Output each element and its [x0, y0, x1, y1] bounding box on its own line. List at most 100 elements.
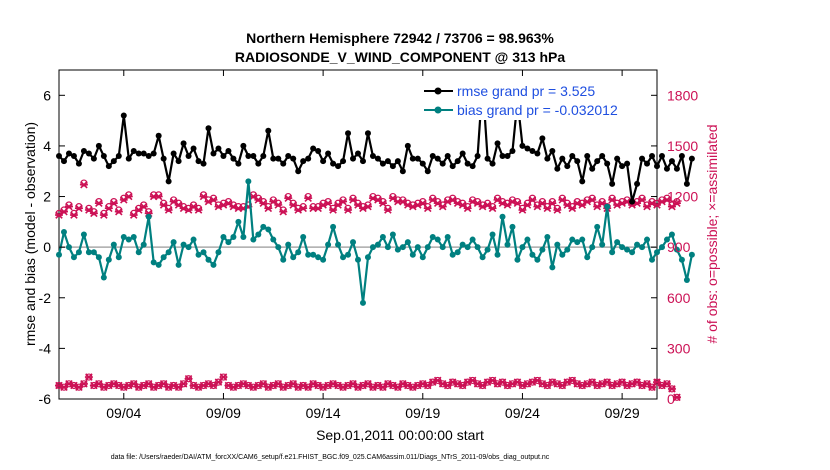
rmse-point-118: [644, 160, 651, 167]
bias-point-48: [295, 249, 302, 256]
rmse-point-125: [678, 153, 685, 160]
bias-point-117: [639, 244, 646, 251]
rmse-point-51: [310, 145, 317, 152]
obs-possible-point-12: [115, 206, 123, 214]
bias-point-113: [619, 244, 626, 251]
bias-point-97: [539, 246, 546, 253]
rmse-point-91: [509, 147, 516, 154]
obs-possible-point-73: [419, 198, 427, 206]
bias-point-6: [85, 249, 92, 256]
bias-point-109: [599, 241, 606, 248]
obs-assimilated-point-22: [164, 206, 173, 214]
bias-point-118: [644, 236, 651, 243]
bias-point-14: [125, 236, 132, 243]
obs-possible-point-31: [209, 194, 218, 202]
bias-point-51: [310, 251, 317, 258]
rmse-point-64: [374, 155, 381, 162]
bias-point-26: [185, 244, 192, 251]
rmse-point-52: [315, 147, 322, 154]
rmse-point-26: [185, 153, 192, 160]
obs-assimilated-point-122: [662, 196, 671, 204]
obs-possible-point-9: [100, 209, 108, 218]
rmse-point-73: [419, 160, 426, 167]
obs-possible-point-109: [598, 198, 606, 206]
left-tick-label-3: 0: [43, 239, 51, 255]
obs-assimilated-point-7: [89, 209, 98, 218]
bias-point-23: [170, 239, 177, 246]
rmse-point-35: [230, 155, 237, 162]
bias-point-90: [504, 241, 511, 248]
rmse-point-5: [80, 147, 87, 154]
rmse-point-120: [654, 163, 660, 170]
rmse-point-17: [140, 150, 147, 157]
obs-possible-point-124: [673, 198, 681, 206]
rmse-point-30: [205, 125, 212, 132]
obs-possible-point-59: [349, 194, 357, 202]
obs-possible-point-42: [264, 203, 272, 211]
bias-point-25: [180, 241, 187, 248]
rmse-point-24: [175, 158, 182, 165]
rmse-point-4: [75, 160, 82, 167]
bias-point-74: [424, 244, 431, 251]
bias-point-93: [519, 244, 526, 251]
obs-assimilated-point-11: [109, 199, 118, 208]
obs-lower-assimilated-point-124: [672, 393, 681, 402]
rmse-point-46: [285, 153, 292, 160]
left-tick-label-4: -2: [39, 290, 52, 306]
obs-assimilated-point-92: [513, 199, 522, 208]
obs-possible-point-60: [354, 199, 362, 207]
rmse-point-61: [359, 158, 366, 165]
obs-possible-point-93: [518, 204, 527, 212]
obs-possible-point-23: [170, 196, 178, 204]
rmse-point-83: [469, 163, 476, 170]
bias-point-3: [70, 254, 77, 261]
rmse-point-55: [330, 160, 337, 167]
obs-assimilated-point-87: [488, 204, 497, 213]
bias-point-67: [389, 231, 396, 238]
obs-count-series: [55, 179, 681, 402]
obs-possible-point-34: [224, 198, 233, 206]
bias-point-37: [240, 234, 247, 241]
obs-possible-point-2: [65, 201, 73, 209]
obs-assimilated-point-9: [99, 211, 108, 219]
rmse-point-63: [369, 153, 376, 160]
rmse-point-6: [85, 150, 92, 157]
bias-point-43: [270, 236, 277, 243]
footer-data-file: data file: /Users/raeder/DAI/ATM_forcXX/…: [111, 454, 550, 461]
bias-point-112: [614, 239, 621, 246]
legend-bias-label: bias grand pr = -0.032012: [457, 102, 618, 118]
obs-possible-point-43: [269, 196, 277, 204]
bias-point-71: [409, 251, 416, 258]
rmse-point-110: [604, 160, 611, 167]
bias-point-0: [56, 251, 62, 258]
bias-point-28: [195, 251, 202, 258]
rmse-point-105: [579, 178, 586, 185]
bias-point-119: [649, 256, 656, 263]
rmse-point-119: [649, 153, 656, 160]
obs-assimilated-point-14: [124, 192, 133, 201]
bias-point-102: [564, 246, 571, 253]
rmse-point-27: [190, 145, 197, 152]
rmse-point-111: [609, 180, 616, 187]
bias-point-10: [105, 256, 112, 263]
legend-bias-marker: [434, 106, 442, 114]
obs-assimilated-point-54: [324, 199, 333, 208]
obs-lower-assimilated-point-26: [184, 374, 193, 383]
obs-possible-point-1: [60, 206, 68, 214]
obs-assimilated-point-46: [284, 194, 293, 202]
bias-point-65: [379, 234, 386, 241]
obs-possible-point-50: [304, 192, 312, 201]
rmse-point-99: [549, 147, 556, 154]
obs-lower-assimilated-point-5: [79, 380, 88, 388]
rmse-point-28: [195, 158, 202, 165]
rmse-point-84: [474, 153, 481, 160]
obs-possible-point-49: [299, 203, 307, 211]
obs-assimilated-point-4: [74, 204, 83, 213]
obs-possible-point-57: [339, 196, 347, 204]
rmse-point-12: [115, 153, 122, 160]
bias-point-94: [524, 236, 531, 243]
rmse-point-71: [409, 155, 416, 162]
bias-point-54: [325, 241, 332, 248]
rmse-point-113: [619, 163, 626, 170]
obs-assimilated-point-17: [139, 202, 148, 211]
